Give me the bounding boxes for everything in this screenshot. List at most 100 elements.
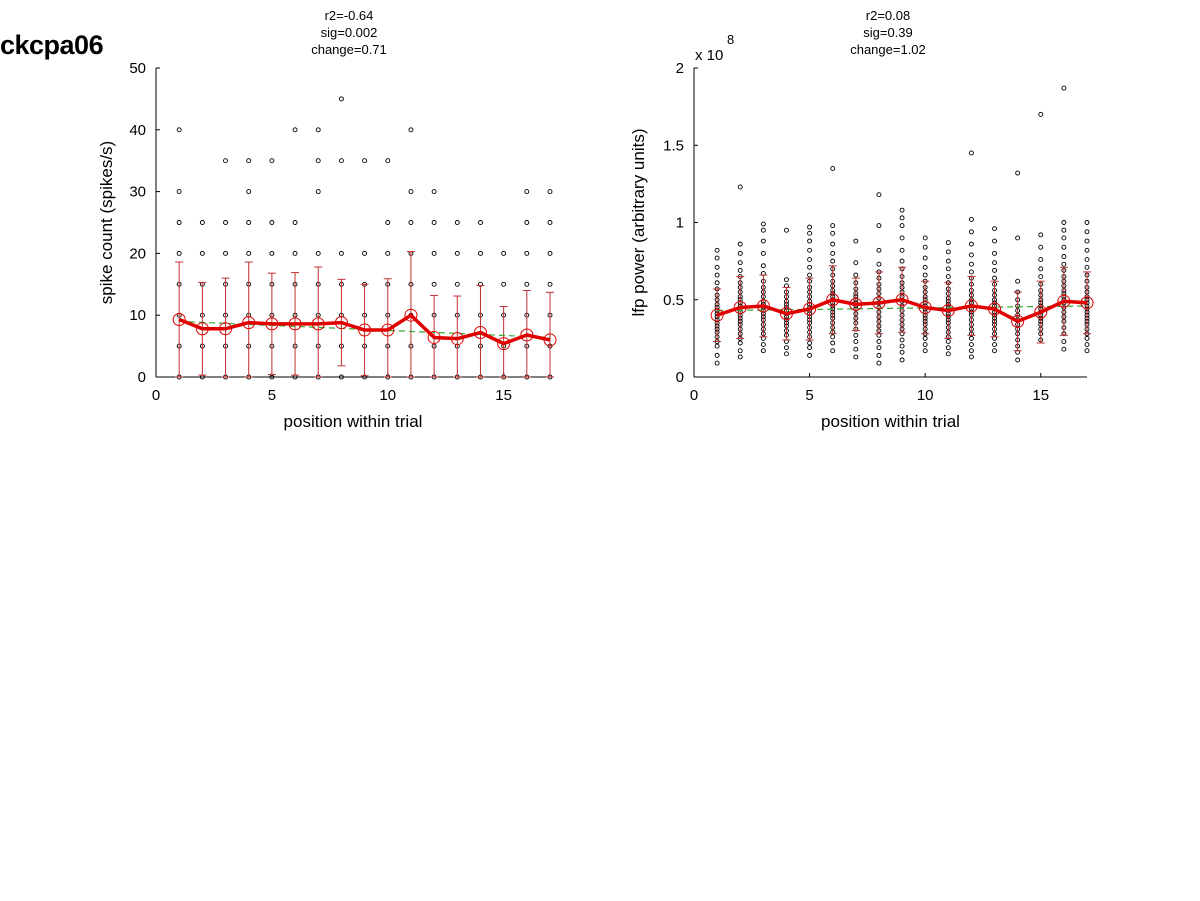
stat-label: sig=0.39 bbox=[863, 25, 913, 40]
mean-marker bbox=[872, 296, 886, 310]
y-exponent-power: 8 bbox=[727, 32, 734, 47]
data-point bbox=[315, 127, 321, 133]
data-point bbox=[876, 360, 882, 366]
data-point bbox=[362, 158, 368, 164]
data-point bbox=[524, 220, 530, 225]
data-point bbox=[922, 255, 928, 261]
mean-marker bbox=[895, 293, 909, 307]
data-point bbox=[1061, 244, 1067, 250]
data-point bbox=[899, 223, 905, 229]
data-point bbox=[945, 258, 951, 264]
data-point bbox=[992, 260, 997, 266]
data-point bbox=[830, 223, 836, 229]
mean-marker bbox=[803, 302, 817, 316]
spike-count-chart: r2=-0.64 sig=0.002 change=0.71 0 5 10 15 0 10 20 3… bbox=[97, 8, 557, 431]
data-point bbox=[478, 220, 483, 225]
data-point bbox=[501, 281, 507, 287]
data-point bbox=[1084, 264, 1090, 270]
x-tick-label: 0 bbox=[152, 387, 160, 404]
data-point bbox=[807, 247, 813, 253]
data-point bbox=[899, 357, 905, 363]
data-point bbox=[431, 250, 437, 256]
data-point bbox=[547, 250, 553, 256]
data-point bbox=[899, 258, 905, 264]
y-tick-label: 0 bbox=[676, 369, 684, 386]
y-exponent-label: x 10 bbox=[695, 47, 723, 64]
data-point bbox=[1084, 342, 1090, 348]
data-point bbox=[899, 235, 905, 241]
data-point bbox=[968, 150, 974, 156]
data-point bbox=[807, 224, 813, 230]
mean-marker bbox=[1011, 314, 1025, 328]
x-tick-label: 5 bbox=[268, 387, 276, 404]
data-point bbox=[1015, 357, 1021, 363]
data-point bbox=[876, 223, 882, 229]
data-point bbox=[385, 250, 391, 256]
data-point bbox=[807, 238, 813, 244]
data-point bbox=[853, 354, 859, 360]
y-tick-label: 0 bbox=[138, 369, 146, 386]
data-point bbox=[338, 96, 344, 102]
data-point bbox=[714, 280, 720, 286]
data-point bbox=[431, 281, 437, 287]
data-point bbox=[292, 250, 298, 256]
mean-marker bbox=[427, 330, 441, 344]
data-point bbox=[945, 345, 951, 351]
data-point bbox=[1061, 235, 1067, 241]
data-point bbox=[945, 274, 951, 280]
data-point bbox=[176, 220, 182, 225]
data-point bbox=[1084, 238, 1090, 244]
data-point bbox=[784, 345, 789, 351]
data-point bbox=[876, 345, 882, 351]
y-axis-label: spike count (spikes/s) bbox=[97, 141, 116, 304]
data-point bbox=[807, 340, 813, 346]
data-point bbox=[1038, 257, 1044, 263]
mean-marker bbox=[756, 299, 770, 313]
data-point bbox=[830, 348, 836, 354]
x-tick-label: 5 bbox=[805, 387, 813, 404]
data-point bbox=[1084, 247, 1090, 253]
data-point bbox=[968, 348, 974, 354]
data-point bbox=[454, 220, 460, 225]
data-point bbox=[1061, 254, 1067, 259]
data-point bbox=[223, 158, 228, 164]
stat-label: r2=0.08 bbox=[866, 8, 910, 23]
data-point bbox=[1061, 85, 1067, 91]
data-point bbox=[899, 247, 905, 253]
data-point bbox=[807, 352, 813, 358]
data-point bbox=[807, 345, 813, 351]
data-point bbox=[876, 339, 882, 344]
mean-marker bbox=[358, 323, 372, 337]
data-point bbox=[830, 250, 836, 256]
data-point bbox=[807, 230, 813, 236]
data-point bbox=[968, 269, 974, 275]
data-point bbox=[338, 250, 344, 256]
y-tick-label: 2 bbox=[676, 60, 684, 77]
data-point bbox=[945, 266, 951, 272]
data-point bbox=[899, 207, 905, 213]
data-point bbox=[547, 281, 553, 287]
data-point bbox=[1061, 220, 1067, 225]
data-point bbox=[992, 226, 997, 232]
data-point bbox=[1061, 346, 1067, 352]
mean-marker bbox=[1034, 305, 1048, 319]
data-point bbox=[992, 342, 997, 348]
data-point bbox=[830, 334, 836, 340]
data-point bbox=[876, 261, 882, 267]
data-point bbox=[737, 250, 743, 256]
data-point bbox=[1015, 278, 1021, 284]
data-point bbox=[1084, 220, 1090, 225]
data-point bbox=[830, 230, 836, 236]
mean-marker bbox=[473, 326, 487, 340]
data-point bbox=[385, 220, 391, 225]
data-point bbox=[408, 127, 414, 133]
data-point bbox=[714, 272, 720, 278]
data-point bbox=[784, 351, 789, 357]
mean-marker bbox=[1057, 294, 1071, 308]
y-axis-label: lfp power (arbitrary units) bbox=[629, 128, 648, 316]
mean-marker bbox=[404, 308, 418, 322]
data-point bbox=[408, 189, 414, 195]
data-point bbox=[292, 127, 298, 133]
data-point bbox=[968, 241, 974, 247]
data-point bbox=[454, 250, 460, 256]
